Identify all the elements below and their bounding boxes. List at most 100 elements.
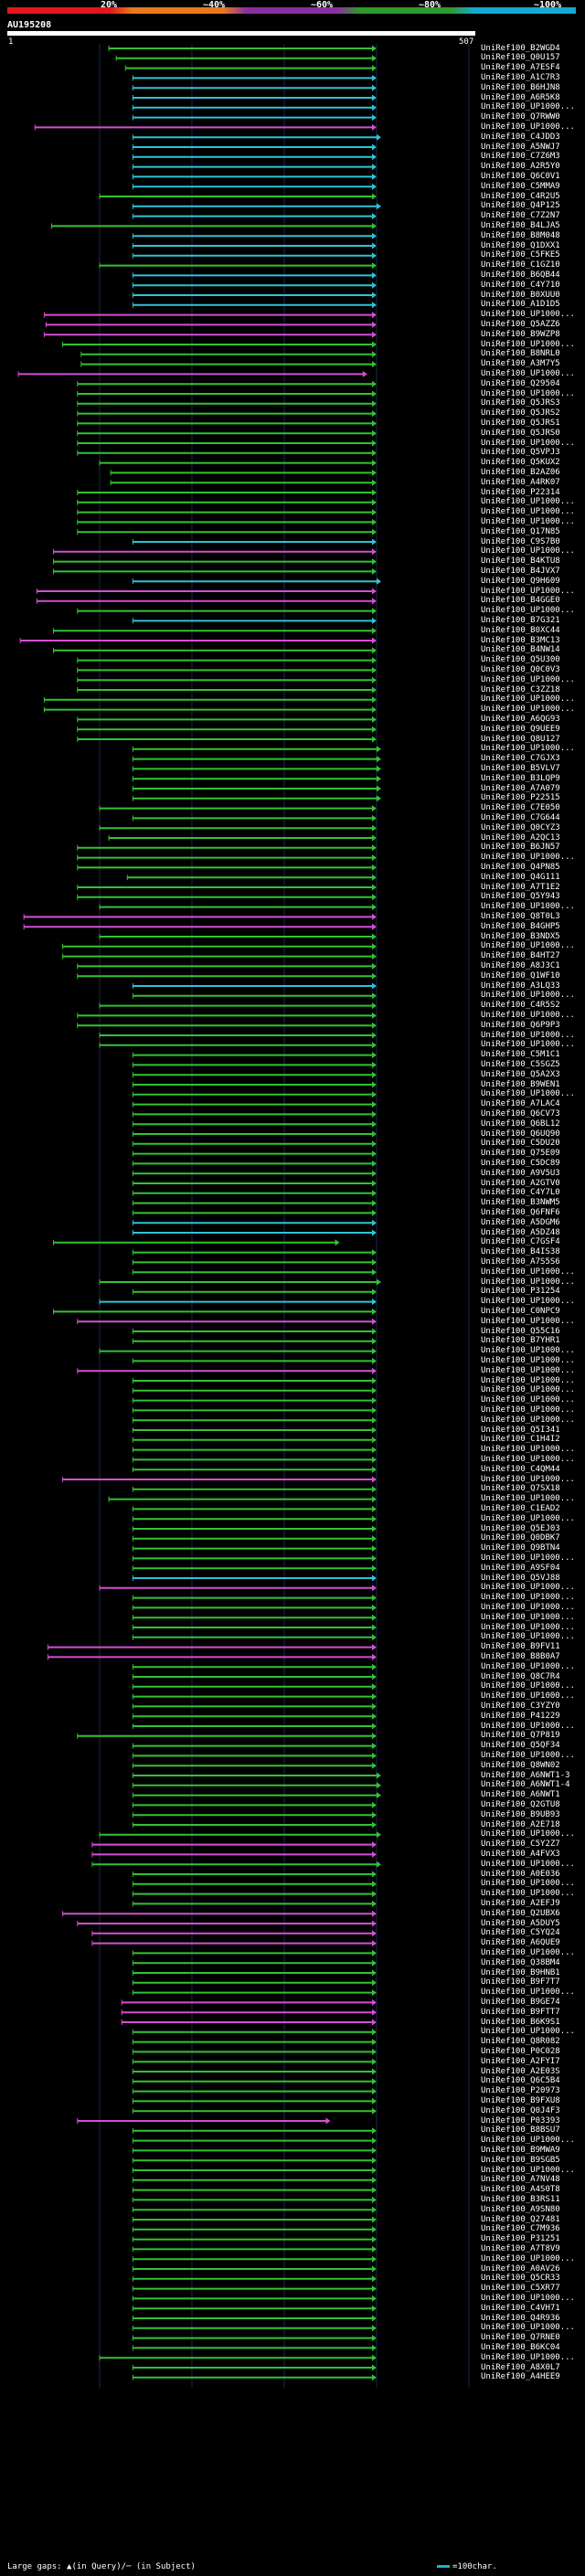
hit-bar[interactable] bbox=[132, 1762, 377, 1769]
hit-label[interactable]: UniRef100_P03393 bbox=[481, 2115, 560, 2125]
hit-bar[interactable] bbox=[132, 1871, 377, 1878]
hit-bar[interactable] bbox=[99, 1032, 377, 1039]
hit-bar[interactable] bbox=[132, 143, 377, 151]
hit-label[interactable]: UniRef100_UP1000... bbox=[481, 2253, 575, 2263]
hit-bar[interactable] bbox=[47, 1653, 377, 1660]
hit-label[interactable]: UniRef100_UP1000... bbox=[481, 1395, 575, 1405]
hit-bar[interactable] bbox=[132, 2078, 377, 2085]
hit-bar[interactable] bbox=[132, 84, 377, 91]
hit-label[interactable]: UniRef100_A7NV48 bbox=[481, 2175, 560, 2185]
hit-bar[interactable] bbox=[77, 410, 377, 418]
hit-bar[interactable] bbox=[132, 2236, 377, 2243]
hit-label[interactable]: UniRef100_Q29504 bbox=[481, 378, 560, 388]
hit-label[interactable]: UniRef100_Q1DXX1 bbox=[481, 240, 560, 250]
hit-bar[interactable] bbox=[132, 2315, 377, 2322]
hit-bar[interactable] bbox=[132, 2265, 377, 2273]
hit-label[interactable]: UniRef100_UP1000... bbox=[481, 1316, 575, 1326]
hit-label[interactable]: UniRef100_Q0DBK7 bbox=[481, 1533, 560, 1543]
hit-bar[interactable] bbox=[99, 460, 377, 467]
hit-bar[interactable] bbox=[132, 302, 377, 309]
hit-label[interactable]: UniRef100_UP1000... bbox=[481, 1721, 575, 1731]
hit-label[interactable]: UniRef100_Q6FNF6 bbox=[481, 1207, 560, 1217]
hit-label[interactable]: UniRef100_C9S7B0 bbox=[481, 536, 560, 546]
hit-bar[interactable] bbox=[115, 55, 377, 62]
hit-label[interactable]: UniRef100_A0AV26 bbox=[481, 2263, 560, 2274]
hit-bar[interactable] bbox=[43, 696, 377, 704]
hit-label[interactable]: UniRef100_B5VLV7 bbox=[481, 763, 560, 773]
hit-label[interactable]: UniRef100_A2E03S bbox=[481, 2066, 560, 2076]
hit-bar[interactable] bbox=[132, 173, 377, 180]
hit-label[interactable]: UniRef100_B4JVX7 bbox=[481, 566, 560, 576]
hit-label[interactable]: UniRef100_C7M936 bbox=[481, 2224, 560, 2234]
hit-bar[interactable] bbox=[132, 271, 377, 279]
hit-label[interactable]: UniRef100_UP1000... bbox=[481, 694, 575, 705]
hit-label[interactable]: UniRef100_Q8U127 bbox=[481, 734, 560, 744]
hit-label[interactable]: UniRef100_C3ZZ18 bbox=[481, 684, 560, 694]
hit-bar[interactable] bbox=[23, 913, 377, 920]
hit-label[interactable]: UniRef100_UP1000... bbox=[481, 1267, 575, 1277]
hit-label[interactable]: UniRef100_B3NDX5 bbox=[481, 931, 560, 941]
hit-label[interactable]: UniRef100_C4VH71 bbox=[481, 2303, 560, 2313]
hit-bar[interactable] bbox=[132, 1416, 377, 1424]
hit-bar[interactable] bbox=[132, 1258, 377, 1266]
hit-label[interactable]: UniRef100_UP1000... bbox=[481, 122, 575, 132]
hit-bar[interactable] bbox=[77, 2117, 331, 2125]
hit-label[interactable]: UniRef100_UP1000... bbox=[481, 2027, 575, 2037]
hit-bar[interactable] bbox=[52, 1308, 377, 1315]
hit-bar[interactable] bbox=[132, 1595, 377, 1602]
hit-label[interactable]: UniRef100_C3YZY0 bbox=[481, 1701, 560, 1711]
hit-label[interactable]: UniRef100_UP1000... bbox=[481, 1454, 575, 1464]
hit-bar[interactable] bbox=[108, 834, 377, 842]
hit-label[interactable]: UniRef100_Q4P125 bbox=[481, 201, 560, 211]
hit-bar[interactable] bbox=[132, 982, 377, 990]
hit-bar[interactable] bbox=[36, 588, 377, 595]
hit-bar[interactable] bbox=[132, 133, 381, 141]
hit-bar[interactable] bbox=[132, 2325, 377, 2332]
hit-label[interactable]: UniRef100_B3RS11 bbox=[481, 2194, 560, 2204]
hit-bar[interactable] bbox=[91, 1860, 381, 1868]
hit-label[interactable]: UniRef100_UP1000... bbox=[481, 902, 575, 912]
hit-label[interactable]: UniRef100_UP1000... bbox=[481, 388, 575, 398]
hit-bar[interactable] bbox=[99, 1299, 377, 1306]
hit-label[interactable]: UniRef100_UP1000... bbox=[481, 1859, 575, 1869]
hit-label[interactable]: UniRef100_UP1000... bbox=[481, 1010, 575, 1020]
hit-bar[interactable] bbox=[99, 1278, 381, 1286]
hit-bar[interactable] bbox=[99, 1042, 377, 1049]
hit-bar[interactable] bbox=[110, 479, 377, 486]
hit-bar[interactable] bbox=[132, 1811, 377, 1818]
hit-label[interactable]: UniRef100_Q2GTU8 bbox=[481, 1799, 560, 1809]
hit-bar[interactable] bbox=[132, 785, 381, 792]
hit-bar[interactable] bbox=[132, 1387, 377, 1394]
hit-bar[interactable] bbox=[132, 1338, 377, 1345]
hit-label[interactable]: UniRef100_Q7P819 bbox=[481, 1731, 560, 1741]
hit-label[interactable]: UniRef100_P20973 bbox=[481, 2086, 560, 2096]
hit-label[interactable]: UniRef100_Q5AZZ6 bbox=[481, 319, 560, 329]
hit-bar[interactable] bbox=[132, 1426, 377, 1434]
hit-label[interactable]: UniRef100_A6R5K8 bbox=[481, 92, 560, 102]
hit-label[interactable]: UniRef100_Q5VPJ3 bbox=[481, 448, 560, 458]
hit-bar[interactable] bbox=[52, 627, 377, 634]
hit-label[interactable]: UniRef100_B6KC04 bbox=[481, 2342, 560, 2352]
hit-label[interactable]: UniRef100_P31251 bbox=[481, 2234, 560, 2244]
hit-bar[interactable] bbox=[132, 538, 377, 546]
hit-bar[interactable] bbox=[132, 1969, 377, 1977]
hit-label[interactable]: UniRef100_UP1000... bbox=[481, 310, 575, 320]
hit-label[interactable]: UniRef100_Q5VJ88 bbox=[481, 1573, 560, 1583]
hit-bar[interactable] bbox=[77, 608, 377, 615]
hit-label[interactable]: UniRef100_Q5QF34 bbox=[481, 1741, 560, 1751]
hit-bar[interactable] bbox=[132, 2048, 377, 2055]
hit-label[interactable]: UniRef100_Q75E09 bbox=[481, 1149, 560, 1159]
hit-label[interactable]: UniRef100_B9FTT7 bbox=[481, 2007, 560, 2017]
hit-label[interactable]: UniRef100_Q5KUX2 bbox=[481, 458, 560, 468]
hit-bar[interactable] bbox=[77, 1733, 377, 1740]
hit-bar[interactable] bbox=[132, 2127, 377, 2135]
hit-bar[interactable] bbox=[108, 45, 377, 52]
hit-bar[interactable] bbox=[132, 2295, 377, 2302]
hit-label[interactable]: UniRef100_Q5JRS3 bbox=[481, 398, 560, 408]
hit-bar[interactable] bbox=[77, 666, 377, 673]
hit-label[interactable]: UniRef100_UP1000... bbox=[481, 1691, 575, 1701]
hit-label[interactable]: UniRef100_C5FKE5 bbox=[481, 250, 560, 260]
hit-bar[interactable] bbox=[132, 2344, 377, 2351]
hit-label[interactable]: UniRef100_A9V5U3 bbox=[481, 1168, 560, 1178]
hit-label[interactable]: UniRef100_Q8C7R4 bbox=[481, 1671, 560, 1681]
